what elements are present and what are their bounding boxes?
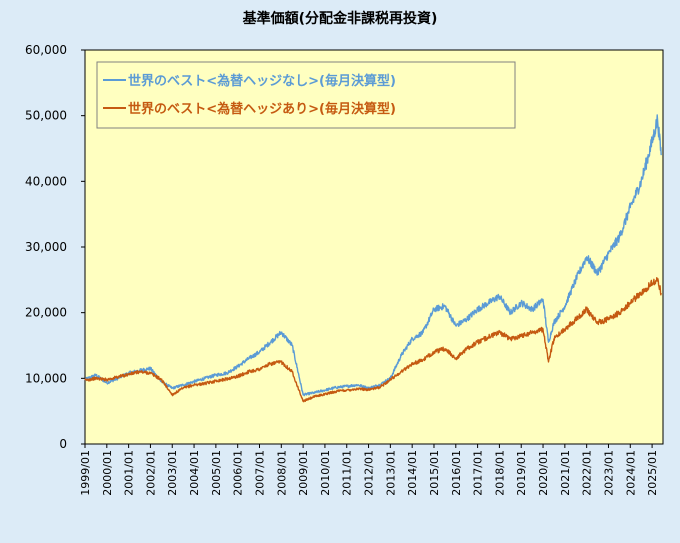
x-tick-label: 2015/01 — [428, 450, 441, 496]
series-line-2 — [84, 277, 662, 403]
y-tick-label: 30,000 — [25, 240, 67, 254]
x-tick-label: 2014/01 — [406, 450, 419, 496]
x-tick-label: 2025/01 — [646, 450, 659, 496]
x-tick-label: 2023/01 — [602, 450, 615, 496]
x-tick-label: 2011/01 — [341, 450, 354, 496]
x-tick-label: 2019/01 — [515, 450, 528, 496]
legend-box — [96, 61, 516, 129]
legend-label-1: 世界のベスト<為替ヘッジなし>(毎月決算型) — [128, 73, 396, 89]
x-tick-label: 2001/01 — [123, 450, 136, 496]
x-axis: 1999/01 2000/01 2001/01 2002/01 2003/01 2004/… — [79, 444, 659, 496]
y-axis: 0 10,000 20,000 30,000 40,000 50,000 60,000 — [25, 43, 85, 451]
legend-label-2: 世界のベスト<為替ヘッジあり>(毎月決算型) — [128, 101, 396, 117]
y-tick-label: 60,000 — [25, 43, 67, 57]
y-tick-label: 50,000 — [25, 109, 67, 123]
x-tick-label: 2006/01 — [232, 450, 245, 496]
x-tick-label: 2018/01 — [493, 450, 506, 496]
x-tick-label: 2003/01 — [166, 450, 179, 496]
x-tick-label: 2002/01 — [144, 450, 157, 496]
x-tick-label: 2017/01 — [472, 450, 485, 496]
x-tick-label: 2020/01 — [537, 450, 550, 496]
x-tick-label: 2016/01 — [450, 450, 463, 496]
x-tick-label: 2007/01 — [253, 450, 266, 496]
x-tick-label: 2000/01 — [101, 450, 114, 496]
series-line-1 — [84, 114, 662, 397]
y-tick-label: 20,000 — [25, 306, 67, 320]
x-tick-label: 2005/01 — [210, 450, 223, 496]
x-tick-label: 2021/01 — [559, 450, 572, 496]
y-tick-label: 10,000 — [25, 371, 67, 385]
x-tick-label: 2004/01 — [188, 450, 201, 496]
x-tick-label: 2008/01 — [275, 450, 288, 496]
x-tick-label: 2024/01 — [624, 450, 637, 496]
x-tick-label: 2012/01 — [363, 450, 376, 496]
x-tick-label: 2013/01 — [384, 450, 397, 496]
series-layer — [84, 114, 662, 403]
legend: 世界のベスト<為替ヘッジなし>(毎月決算型) 世界のベスト<為替ヘッジあり>(毎月… — [96, 61, 516, 129]
x-tick-label: 2022/01 — [581, 450, 594, 496]
y-tick-label: 40,000 — [25, 174, 67, 188]
chart-title: 基準価額(分配金非課税再投資) — [242, 11, 438, 27]
y-tick-label: 0 — [59, 437, 67, 451]
x-tick-label: 1999/01 — [79, 450, 92, 496]
x-tick-label: 2009/01 — [297, 450, 310, 496]
x-tick-label: 2010/01 — [319, 450, 332, 496]
